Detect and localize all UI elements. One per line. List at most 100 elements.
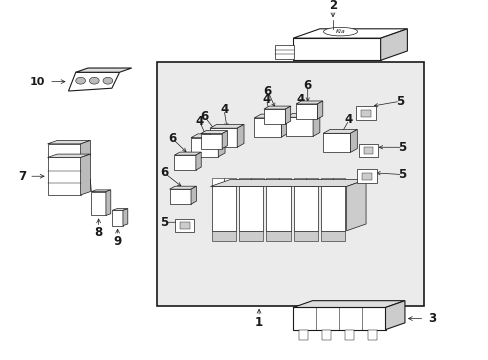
Bar xyxy=(321,330,330,340)
Text: 6: 6 xyxy=(200,110,208,123)
Polygon shape xyxy=(292,301,404,307)
Polygon shape xyxy=(281,114,287,137)
Bar xyxy=(175,219,194,233)
Text: 6: 6 xyxy=(160,166,168,179)
Polygon shape xyxy=(68,72,119,91)
Polygon shape xyxy=(112,210,122,226)
Text: 6: 6 xyxy=(303,80,311,93)
Polygon shape xyxy=(317,101,322,119)
Bar xyxy=(320,186,345,231)
Text: 9: 9 xyxy=(113,234,122,248)
Polygon shape xyxy=(323,133,350,152)
Polygon shape xyxy=(122,209,127,226)
Text: 4: 4 xyxy=(296,93,304,106)
Polygon shape xyxy=(191,186,196,204)
Text: 1: 1 xyxy=(255,316,263,329)
Polygon shape xyxy=(106,190,111,215)
Text: 2: 2 xyxy=(328,0,336,12)
Bar xyxy=(239,186,263,231)
Bar xyxy=(367,330,377,340)
Text: 5: 5 xyxy=(398,168,406,181)
Text: 8: 8 xyxy=(94,226,102,239)
Bar xyxy=(358,144,377,157)
Polygon shape xyxy=(174,155,196,170)
Polygon shape xyxy=(264,106,290,109)
Polygon shape xyxy=(385,301,404,330)
Bar xyxy=(274,45,293,59)
Polygon shape xyxy=(264,109,285,124)
Polygon shape xyxy=(47,144,81,159)
Text: Kia: Kia xyxy=(335,29,345,34)
Polygon shape xyxy=(285,117,312,136)
Polygon shape xyxy=(237,124,244,147)
Polygon shape xyxy=(292,307,385,330)
Bar xyxy=(251,178,263,186)
Bar xyxy=(180,222,189,229)
Polygon shape xyxy=(76,68,131,72)
Bar xyxy=(363,147,372,154)
Bar xyxy=(357,170,376,183)
Polygon shape xyxy=(191,138,218,157)
Text: 6: 6 xyxy=(263,85,271,98)
Text: 3: 3 xyxy=(427,312,435,325)
Text: 10: 10 xyxy=(29,77,44,87)
Bar xyxy=(345,330,354,340)
Bar xyxy=(362,173,371,180)
Text: 4: 4 xyxy=(220,103,228,116)
Polygon shape xyxy=(380,29,407,60)
Polygon shape xyxy=(254,114,287,118)
Polygon shape xyxy=(81,140,90,159)
Polygon shape xyxy=(295,104,317,119)
Polygon shape xyxy=(91,190,111,192)
Text: 7: 7 xyxy=(18,170,26,183)
Polygon shape xyxy=(91,192,106,215)
Circle shape xyxy=(103,77,113,84)
Bar xyxy=(332,178,345,186)
Polygon shape xyxy=(254,118,281,137)
Text: 4: 4 xyxy=(262,93,270,106)
Circle shape xyxy=(89,77,99,84)
Polygon shape xyxy=(47,154,90,157)
Ellipse shape xyxy=(323,27,357,36)
Text: 4: 4 xyxy=(344,113,352,126)
Polygon shape xyxy=(201,134,222,149)
Bar xyxy=(293,186,317,231)
Polygon shape xyxy=(350,130,357,152)
Polygon shape xyxy=(191,134,224,138)
Polygon shape xyxy=(323,130,357,133)
Polygon shape xyxy=(47,157,81,195)
Polygon shape xyxy=(201,131,227,134)
Bar xyxy=(361,110,370,117)
Polygon shape xyxy=(196,152,201,170)
Polygon shape xyxy=(346,180,366,231)
Bar xyxy=(266,186,290,231)
Polygon shape xyxy=(169,189,191,204)
Text: 5: 5 xyxy=(398,141,406,154)
Bar xyxy=(157,62,424,306)
Polygon shape xyxy=(209,128,237,147)
Polygon shape xyxy=(285,113,319,117)
Polygon shape xyxy=(169,186,196,189)
Polygon shape xyxy=(312,113,319,136)
Bar xyxy=(239,178,251,186)
Bar xyxy=(320,231,345,241)
Circle shape xyxy=(76,77,85,84)
Polygon shape xyxy=(112,209,127,210)
Polygon shape xyxy=(210,180,366,186)
Polygon shape xyxy=(292,29,407,38)
Bar xyxy=(211,178,224,186)
Polygon shape xyxy=(209,124,244,128)
Bar xyxy=(356,106,375,120)
Polygon shape xyxy=(285,106,290,124)
Polygon shape xyxy=(218,134,224,157)
Bar xyxy=(211,231,236,241)
Polygon shape xyxy=(174,152,201,155)
Polygon shape xyxy=(81,154,90,195)
Text: 6: 6 xyxy=(168,132,176,145)
Text: 5: 5 xyxy=(160,216,168,229)
Polygon shape xyxy=(292,38,380,60)
Polygon shape xyxy=(47,140,90,144)
Text: 5: 5 xyxy=(395,95,404,108)
Polygon shape xyxy=(222,131,227,149)
Bar xyxy=(293,178,305,186)
